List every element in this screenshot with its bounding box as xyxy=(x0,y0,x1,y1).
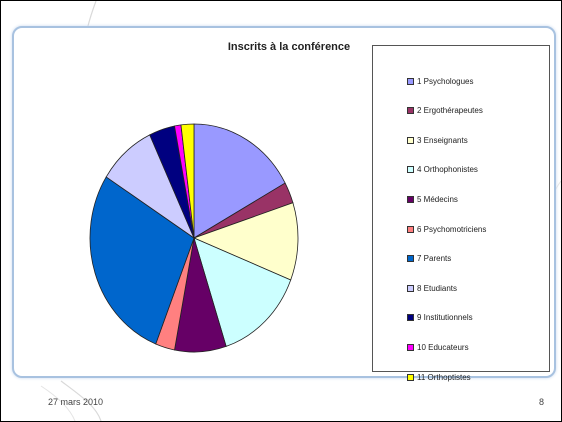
legend-swatch xyxy=(407,166,414,174)
legend-item-11: 11 Orthoptistes xyxy=(407,371,471,383)
pie-slice-3 xyxy=(192,202,299,281)
legend-item-10: 10 Educateurs xyxy=(407,341,469,353)
legend-item-8: 8 Etudiants xyxy=(407,282,457,294)
legend-label: 2 Ergothérapeutes xyxy=(417,106,483,116)
pie-chart xyxy=(89,123,299,353)
legend-swatch xyxy=(407,284,414,292)
legend-label: 6 Psychomotriciens xyxy=(417,224,487,234)
legend-item-5: 5 Médecins xyxy=(407,193,458,205)
legend-swatch xyxy=(407,77,414,85)
legend-item-4: 4 Orthophonistes xyxy=(407,164,478,176)
legend-swatch xyxy=(407,107,414,115)
pie-slice-1 xyxy=(193,123,286,239)
chart-frame: Inscrits à la conférence 1 Psychologues 2… xyxy=(12,26,556,382)
legend-swatch xyxy=(407,343,414,351)
legend-label: 9 Institutionnels xyxy=(417,313,473,323)
chart-title: Inscrits à la conférence xyxy=(227,41,351,53)
legend-swatch xyxy=(407,314,414,322)
legend-item-7: 7 Parents xyxy=(407,253,451,265)
slide-date: 27 mars 2010 xyxy=(48,397,104,407)
legend-label: 7 Parents xyxy=(417,254,452,264)
legend-swatch xyxy=(407,225,414,233)
chart-legend: 1 Psychologues 2 Ergothérapeutes 3 Enseign… xyxy=(372,45,550,382)
slide-page-number: 8 xyxy=(539,397,545,407)
legend-item-3: 3 Enseignants xyxy=(407,134,468,146)
legend-label: 8 Etudiants xyxy=(417,283,458,293)
legend-label: 1 Psychologues xyxy=(417,76,474,86)
legend-swatch xyxy=(407,195,414,203)
legend-item-1: 1 Psychologues xyxy=(407,75,473,87)
legend-label: 3 Enseignants xyxy=(417,135,468,145)
legend-item-2: 2 Ergothérapeutes xyxy=(407,105,483,117)
pie-slice-7 xyxy=(89,176,195,345)
pie-slice-11 xyxy=(180,123,195,239)
legend-label: 11 Orthoptistes xyxy=(417,372,471,382)
legend-swatch xyxy=(407,136,414,144)
legend-item-6: 6 Psychomotriciens xyxy=(407,223,486,235)
legend-label: 5 Médecins xyxy=(417,194,458,204)
legend-label: 4 Orthophonistes xyxy=(417,165,478,175)
legend-label: 10 Educateurs xyxy=(417,342,469,352)
legend-item-9: 9 Institutionnels xyxy=(407,312,473,324)
legend-swatch xyxy=(407,373,414,381)
legend-swatch xyxy=(407,255,414,263)
